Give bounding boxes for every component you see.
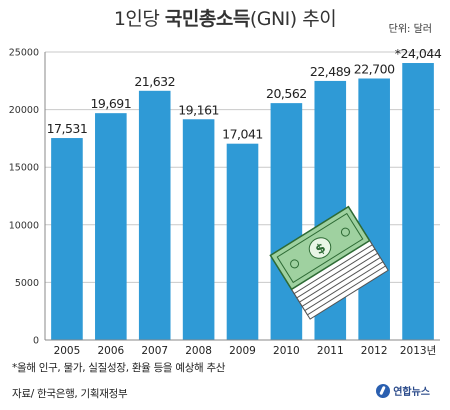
- title-main: 국민총소득: [164, 8, 250, 30]
- bar: [358, 78, 390, 340]
- bars: [51, 63, 434, 340]
- data-label: 19,691: [90, 96, 131, 111]
- data-label: 17,531: [47, 121, 88, 136]
- footnote: *올해 인구, 물가, 실질성장, 환율 등을 예상해 추산: [12, 362, 226, 374]
- bill-border: [276, 212, 364, 284]
- x-tick-label: 2012: [361, 345, 388, 357]
- chart-title: 1인당 국민총소득(GNI) 추이: [0, 4, 450, 31]
- data-label: 19,161: [178, 102, 219, 117]
- x-tick-label: 2010: [273, 345, 300, 357]
- money-stack: $: [269, 205, 389, 320]
- bar: [226, 143, 259, 340]
- bill-corner-mark: [290, 259, 300, 269]
- y-tick-label: 15000: [9, 163, 39, 174]
- x-tick-label: 2009: [229, 345, 256, 357]
- y-tick-label: 0: [33, 336, 39, 347]
- x-tick-label: 2011: [317, 345, 344, 357]
- data-label: 22,489: [310, 64, 351, 79]
- data-label: *24,044: [395, 46, 442, 61]
- bar: [270, 103, 303, 340]
- publisher-logo: 연합뉴스: [376, 383, 430, 398]
- y-tick-label: 10000: [9, 220, 39, 231]
- bar: [51, 138, 83, 340]
- x-tick-label: 2006: [97, 345, 124, 357]
- y-tick-label: 20000: [9, 105, 39, 116]
- title-suffix: (GNI) 추이: [249, 8, 337, 30]
- source-note: 자료/ 한국은행, 기획재정부: [12, 388, 128, 400]
- y-tick-label: 25000: [9, 48, 39, 59]
- data-label: 22,700: [354, 61, 395, 76]
- x-tick-label: 2013년: [400, 345, 436, 357]
- bar: [95, 113, 127, 340]
- y-tick-label: 5000: [15, 278, 39, 289]
- data-label: 20,562: [266, 86, 307, 101]
- money-stack-icon: $: [269, 205, 389, 320]
- y-axis: 0 5000 10000 15000 20000 25000: [9, 48, 46, 347]
- title-prefix: 1인당: [113, 8, 165, 30]
- bill-medallion: [308, 237, 332, 259]
- x-tick-label: 2007: [141, 345, 168, 357]
- logo-text: 연합뉴스: [393, 387, 430, 398]
- unit-label: 단위: 달러: [388, 24, 432, 35]
- data-label: 17,041: [222, 127, 263, 142]
- bar: [138, 90, 171, 340]
- bill-corner-mark: [340, 227, 350, 237]
- x-tick-label: 2005: [54, 345, 81, 357]
- x-tick-label: 2008: [185, 345, 212, 357]
- bar: [182, 119, 215, 340]
- bar: [402, 63, 434, 340]
- x-axis: 2005 2006 2007 2008 2009 2010 2011 2012 2013년: [45, 339, 440, 357]
- data-label: 21,632: [134, 74, 175, 89]
- logo-icon: [376, 383, 391, 398]
